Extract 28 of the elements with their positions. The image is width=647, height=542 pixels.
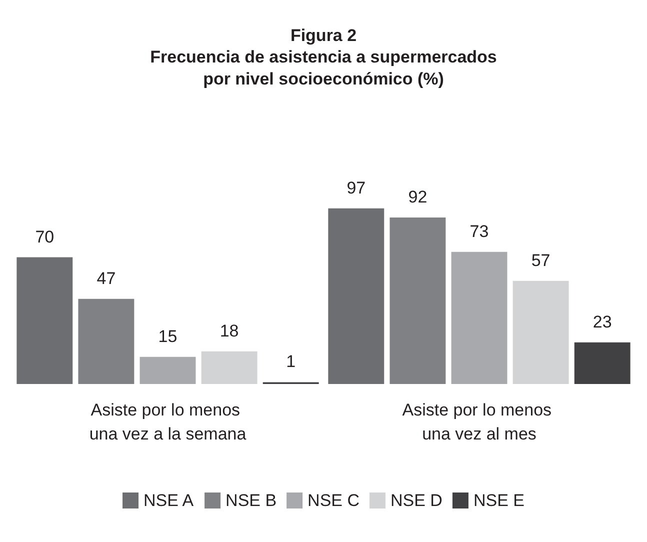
legend-label: NSE D xyxy=(390,491,442,510)
data-label: 70 xyxy=(35,227,54,246)
bar xyxy=(512,280,569,384)
bar xyxy=(201,351,258,384)
x-tick-label: Asiste por lo menos una vez a la semana xyxy=(89,400,247,444)
data-label: 1 xyxy=(286,352,296,372)
x-tick-label: Asiste por lo menos una vez al mes xyxy=(402,400,556,444)
bar xyxy=(78,298,134,384)
data-label: 18 xyxy=(220,321,239,340)
data-label: 92 xyxy=(408,187,428,206)
bar xyxy=(328,208,384,384)
bar xyxy=(574,342,630,384)
legend-label: NSE C xyxy=(308,491,360,510)
data-label: 15 xyxy=(158,326,178,346)
bar xyxy=(390,217,446,384)
data-label: 23 xyxy=(592,312,612,332)
chart-subtitle: Frecuencia de asistencia a supermercados por nivel socioeconómico (%) xyxy=(150,48,497,88)
data-label: 97 xyxy=(346,178,366,198)
legend-label: NSE A xyxy=(144,491,194,510)
bar xyxy=(140,356,196,384)
data-label: 57 xyxy=(531,250,550,270)
bar xyxy=(451,252,508,384)
data-label: 73 xyxy=(470,222,489,241)
data-label: 47 xyxy=(96,268,116,288)
legend-label: NSE B xyxy=(226,491,277,510)
chart-title: Figura 2 xyxy=(290,26,357,45)
legend-label: NSE E xyxy=(473,491,524,510)
bar xyxy=(16,257,73,384)
